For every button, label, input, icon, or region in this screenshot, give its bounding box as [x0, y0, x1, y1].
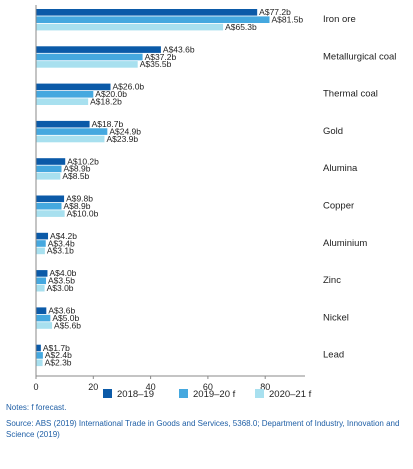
bar [36, 53, 143, 61]
x-tick-label: 80 [260, 382, 270, 392]
category-label: Copper [323, 201, 354, 212]
data-label: A$3.1b [47, 246, 74, 256]
data-label: A$35.5b [140, 59, 172, 69]
category-label: Alumina [323, 163, 358, 174]
data-label: A$8.9b [63, 164, 90, 174]
data-label: A$4.2b [50, 231, 77, 241]
bar [36, 61, 138, 68]
bar [36, 314, 51, 322]
chart-source: Source: ABS (2019) International Trade i… [6, 419, 400, 439]
bar [36, 352, 43, 359]
bar [36, 158, 66, 165]
data-label: A$2.4b [45, 350, 72, 360]
data-label: A$9.8b [66, 194, 93, 204]
data-label: A$3.6b [48, 306, 75, 316]
data-label: A$3.0b [47, 283, 74, 293]
bar [36, 307, 47, 314]
bar [36, 83, 111, 91]
data-label: A$8.9b [63, 201, 90, 211]
category-label: Metallurgical coal [323, 51, 396, 62]
bar [36, 120, 90, 128]
data-label: A$43.6b [163, 44, 195, 54]
category-label: Iron ore [323, 14, 356, 25]
bar [36, 91, 94, 98]
bar [36, 23, 224, 31]
category-label: Aluminium [323, 238, 367, 249]
legend-swatch [179, 389, 188, 398]
bar [36, 344, 41, 352]
data-label: A$10.0b [67, 208, 99, 218]
data-label: A$8.5b [62, 171, 89, 181]
bar [36, 9, 258, 16]
legend-swatch [103, 389, 112, 398]
data-label: A$10.2b [67, 156, 99, 166]
category-label: Thermal coal [323, 89, 378, 100]
data-label: A$18.2b [90, 97, 122, 107]
bar [36, 165, 62, 173]
data-label: A$5.6b [54, 320, 81, 330]
data-label: A$37.2b [145, 52, 177, 62]
data-label: A$4.0b [49, 268, 76, 278]
x-tick-label: 40 [146, 382, 156, 392]
bar [36, 277, 47, 285]
bar [36, 173, 61, 180]
category-label: Lead [323, 350, 344, 361]
data-label: A$81.5b [271, 15, 303, 25]
data-label: A$5.0b [52, 313, 79, 323]
bar [36, 322, 53, 329]
bar [36, 195, 65, 203]
x-tick-label: 20 [88, 382, 98, 392]
bar [36, 210, 65, 217]
legend-label: 2018–19 [117, 389, 154, 400]
data-label: A$3.4b [48, 238, 75, 248]
bar [36, 135, 105, 143]
data-label: A$77.2b [259, 7, 291, 17]
data-label: A$20.0b [95, 89, 127, 99]
bar [36, 46, 161, 53]
bar [36, 359, 43, 367]
legend-label: 2019–20 f [193, 389, 236, 400]
data-label: A$26.0b [112, 82, 144, 92]
legend-label: 2020–21 f [269, 389, 312, 400]
bar [36, 98, 89, 105]
legend-swatch [255, 389, 264, 398]
bar [36, 270, 48, 277]
category-label: Zinc [323, 275, 341, 286]
chart-notes: Notes: f forecast. [6, 403, 67, 412]
bar [36, 128, 108, 135]
bar [36, 202, 62, 210]
data-label: A$3.5b [48, 276, 75, 286]
bar [36, 16, 270, 23]
data-label: A$1.7b [43, 343, 70, 353]
data-label: A$18.7b [92, 119, 124, 129]
bar [36, 240, 46, 247]
data-label: A$24.9b [109, 126, 141, 136]
category-label: Gold [323, 126, 343, 137]
category-label: Nickel [323, 312, 349, 323]
x-tick-label: 0 [33, 382, 38, 392]
data-label: A$2.3b [45, 358, 72, 368]
data-label: A$65.3b [225, 22, 257, 32]
bar [36, 232, 49, 240]
bar [36, 247, 45, 255]
bar-chart: A$77.2bA$81.5b A$65.3b Iron ore A$43.6bA$37… [33, 5, 396, 400]
bar [36, 284, 45, 292]
data-label: A$23.9b [106, 134, 138, 144]
x-tick-label: 60 [203, 382, 213, 392]
